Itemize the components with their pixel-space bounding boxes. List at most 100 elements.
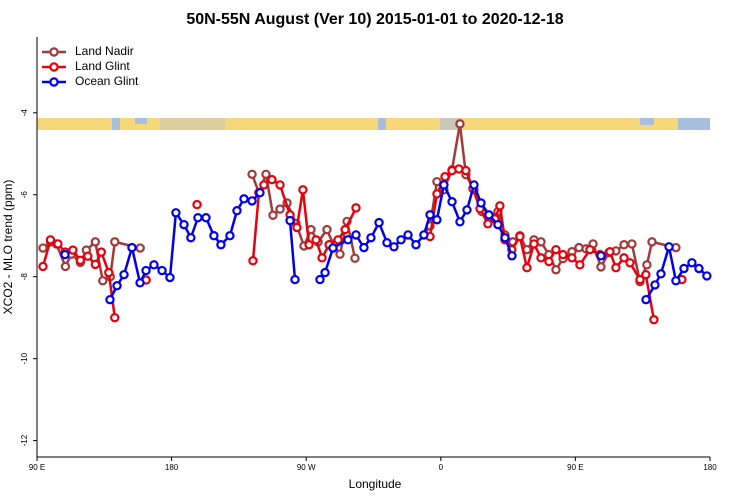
- data-point: [350, 253, 360, 263]
- data-point: [261, 169, 271, 179]
- data-point: [104, 267, 114, 278]
- data-point: [641, 269, 651, 280]
- y-tick-label: -10: [20, 352, 29, 364]
- data-point: [515, 231, 525, 242]
- x-tick-label: 180: [165, 463, 179, 472]
- data-point: [507, 251, 517, 261]
- data-point: [351, 230, 361, 240]
- data-point: [447, 197, 457, 207]
- data-point: [306, 224, 316, 235]
- data-point: [157, 265, 167, 276]
- data-point: [75, 255, 86, 266]
- data-point: [201, 213, 211, 223]
- data-point: [432, 176, 442, 187]
- data-point: [304, 240, 314, 250]
- data-point: [141, 265, 151, 276]
- data-point: [127, 242, 137, 253]
- data-point: [60, 261, 71, 272]
- data-point: [135, 243, 145, 253]
- data-point: [315, 274, 325, 285]
- data-point: [340, 224, 350, 235]
- y-axis-label: XCO2 - MLO trend (ppm): [1, 180, 15, 315]
- data-point: [83, 251, 93, 261]
- data-point: [619, 240, 629, 250]
- data-point: [432, 215, 442, 225]
- data-point: [298, 185, 308, 195]
- data-point: [656, 269, 666, 279]
- data-point: [551, 244, 561, 255]
- data-point: [135, 278, 145, 288]
- data-point: [522, 262, 532, 273]
- data-point: [483, 219, 493, 229]
- data-point: [98, 276, 108, 286]
- data-point: [694, 263, 704, 274]
- data-point: [461, 165, 471, 176]
- data-point: [275, 204, 285, 214]
- data-point: [105, 294, 115, 305]
- data-point: [292, 222, 302, 233]
- legend-label: Ocean Glint: [75, 74, 139, 88]
- data-point: [641, 294, 651, 305]
- data-point: [335, 249, 345, 259]
- data-point: [192, 199, 202, 210]
- data-point: [225, 231, 235, 241]
- y-tick-label: -8: [20, 273, 29, 281]
- data-point: [642, 260, 652, 270]
- map-strip: [37, 118, 710, 130]
- data-point: [419, 230, 429, 240]
- data-point: [647, 237, 657, 247]
- legend-marker: [49, 62, 59, 72]
- data-point: [403, 230, 413, 240]
- data-point: [455, 119, 465, 129]
- data-point: [285, 215, 295, 226]
- x-tick-label: 180: [703, 463, 717, 472]
- data-point: [38, 261, 48, 272]
- data-point: [239, 194, 249, 204]
- data-point: [679, 263, 689, 274]
- data-point: [193, 213, 203, 223]
- data-point: [440, 172, 450, 182]
- data-point: [268, 210, 278, 220]
- data-point: [60, 249, 70, 260]
- data-point: [209, 231, 219, 241]
- data-point: [90, 259, 101, 270]
- data-point: [664, 242, 674, 252]
- data-point: [343, 235, 353, 245]
- data-point: [611, 262, 621, 273]
- x-tick-label: 90 E: [567, 463, 583, 472]
- data-point: [493, 219, 503, 230]
- data-point: [275, 180, 285, 190]
- data-point: [500, 233, 510, 243]
- data-point: [396, 235, 406, 245]
- data-point: [68, 245, 78, 255]
- data-point: [179, 219, 189, 230]
- data-point: [149, 260, 159, 270]
- data-point: [216, 240, 226, 250]
- data-point: [322, 224, 332, 235]
- y-tick-label: -4: [20, 109, 29, 117]
- data-point: [259, 180, 269, 190]
- data-point: [110, 237, 120, 247]
- data-point: [267, 174, 277, 185]
- data-point: [649, 315, 659, 325]
- data-point: [186, 233, 196, 243]
- data-point: [529, 239, 539, 249]
- data-point: [382, 237, 392, 248]
- data-point: [551, 265, 561, 275]
- y-tick-label: -12: [20, 434, 29, 446]
- data-point: [374, 217, 384, 228]
- data-point: [596, 251, 606, 261]
- data-point: [627, 239, 637, 249]
- legend-label: Land Nadir: [75, 44, 134, 58]
- legend-marker: [49, 77, 59, 87]
- data-point: [635, 274, 645, 285]
- data-point: [671, 276, 681, 286]
- data-point: [90, 237, 101, 247]
- data-point: [495, 201, 505, 211]
- data-point: [522, 244, 532, 255]
- x-axis-label: Longitude: [349, 477, 402, 491]
- plot-area: [38, 119, 712, 325]
- data-point: [112, 281, 122, 291]
- data-point: [96, 247, 107, 257]
- data-point: [119, 269, 129, 280]
